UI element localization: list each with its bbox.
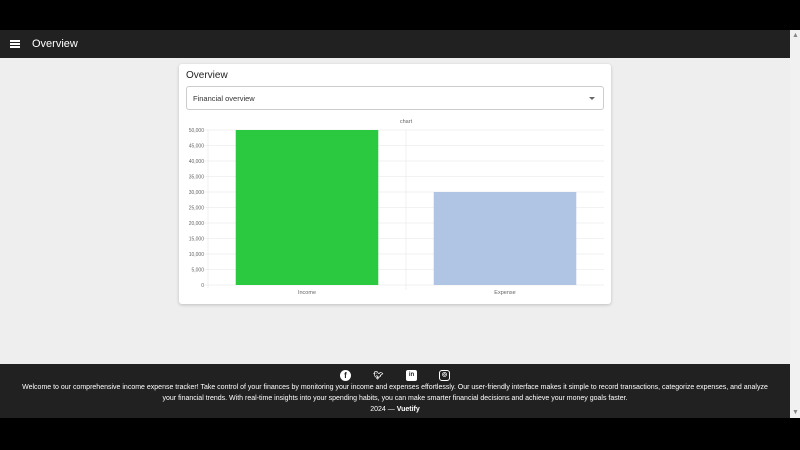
select-value: Financial overview — [193, 94, 255, 103]
facebook-icon[interactable]: f — [340, 370, 351, 381]
y-tick-label: 35,000 — [189, 175, 205, 181]
x-tick-label: Expense — [494, 290, 515, 296]
overview-card: Overview Financial overview chart 0 5,000 1… — [179, 64, 611, 304]
scrollbar[interactable]: ▲ ▼ — [790, 30, 800, 418]
bar-expense — [433, 192, 577, 285]
footer-year: 2024 — — [370, 406, 395, 413]
footer-brand: Vuetify — [396, 406, 420, 413]
chart-title: chart — [400, 119, 413, 125]
x-tick-label: Income — [298, 290, 316, 296]
y-tick-label: 10,000 — [189, 252, 205, 258]
footer: f 🐦︎ in ◎ Welcome to our comprehensive i… — [0, 364, 790, 418]
app: Overview Overview Financial overview cha… — [0, 30, 790, 418]
twitter-icon[interactable]: 🐦︎ — [373, 371, 384, 380]
bar-chart: chart 0 5,000 10,000 15,000 20,000 25,000 30,00… — [189, 119, 604, 296]
y-tick-label: 0 — [201, 283, 204, 289]
y-tick-label: 20,000 — [189, 221, 205, 227]
menu-icon[interactable] — [10, 40, 20, 48]
y-tick-label: 15,000 — [189, 237, 205, 243]
instagram-icon[interactable]: ◎ — [439, 370, 450, 381]
chart-select[interactable]: Financial overview — [186, 86, 604, 110]
y-tick-label: 5,000 — [191, 268, 204, 274]
y-tick-label: 25,000 — [189, 206, 205, 212]
app-title: Overview — [32, 38, 78, 50]
y-tick-label: 45,000 — [189, 144, 205, 150]
y-tick-label: 30,000 — [189, 190, 205, 196]
linkedin-icon[interactable]: in — [406, 370, 417, 381]
y-tick-label: 50,000 — [189, 128, 205, 134]
card-title: Overview — [186, 70, 228, 81]
y-tick-label: 40,000 — [189, 159, 205, 165]
scroll-down-icon[interactable]: ▼ — [792, 409, 799, 416]
bar-income — [235, 130, 379, 285]
app-bar: Overview — [0, 30, 790, 58]
footer-text: Welcome to our comprehensive income expe… — [22, 384, 768, 402]
scroll-up-icon[interactable]: ▲ — [792, 32, 799, 39]
chevron-down-icon — [589, 97, 595, 100]
